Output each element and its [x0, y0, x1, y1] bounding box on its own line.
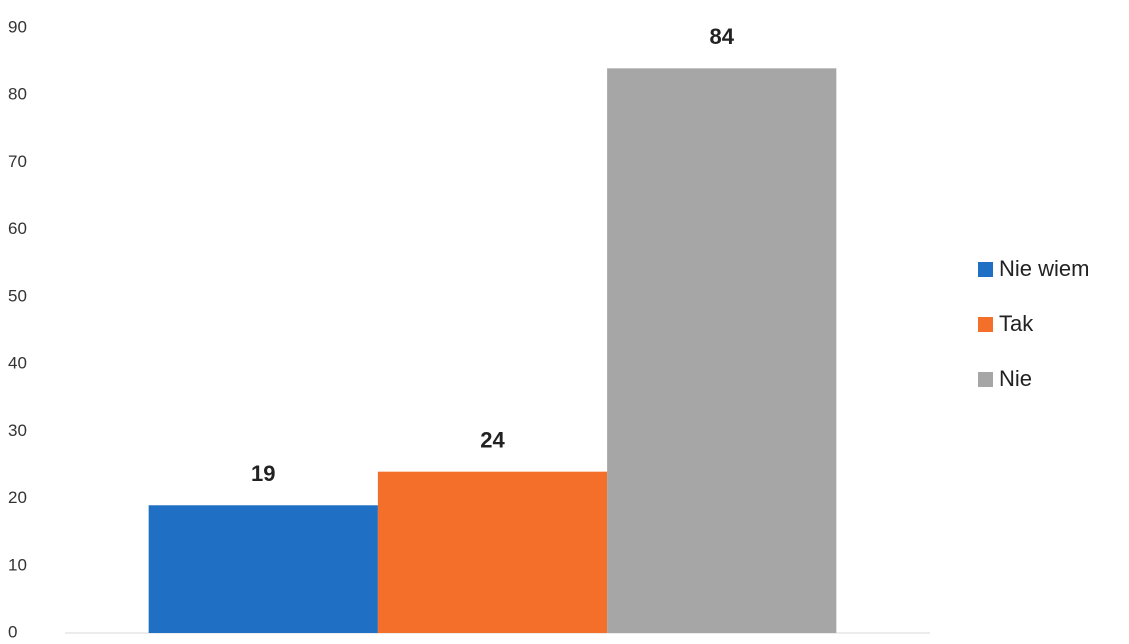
y-tick-label: 0 — [8, 622, 17, 641]
data-label: 84 — [709, 24, 734, 49]
y-tick-label: 40 — [8, 354, 27, 373]
legend-swatch — [978, 372, 993, 387]
bar — [148, 505, 378, 633]
bar — [377, 471, 608, 633]
y-tick-label: 80 — [8, 85, 27, 104]
y-tick-label: 20 — [8, 488, 27, 507]
bar — [607, 68, 837, 634]
legend-swatch — [978, 262, 993, 277]
legend-swatch — [978, 317, 993, 332]
legend-label: Nie — [999, 366, 1032, 391]
data-label: 24 — [480, 427, 505, 452]
legend-label: Nie wiem — [999, 256, 1089, 281]
y-tick-label: 60 — [8, 219, 27, 238]
y-tick-label: 10 — [8, 555, 27, 574]
legend-label: Tak — [999, 311, 1034, 336]
y-tick-label: 70 — [8, 152, 27, 171]
y-tick-label: 30 — [8, 421, 27, 440]
y-tick-label: 90 — [8, 17, 27, 36]
y-tick-label: 50 — [8, 286, 27, 305]
data-label: 19 — [251, 461, 275, 486]
